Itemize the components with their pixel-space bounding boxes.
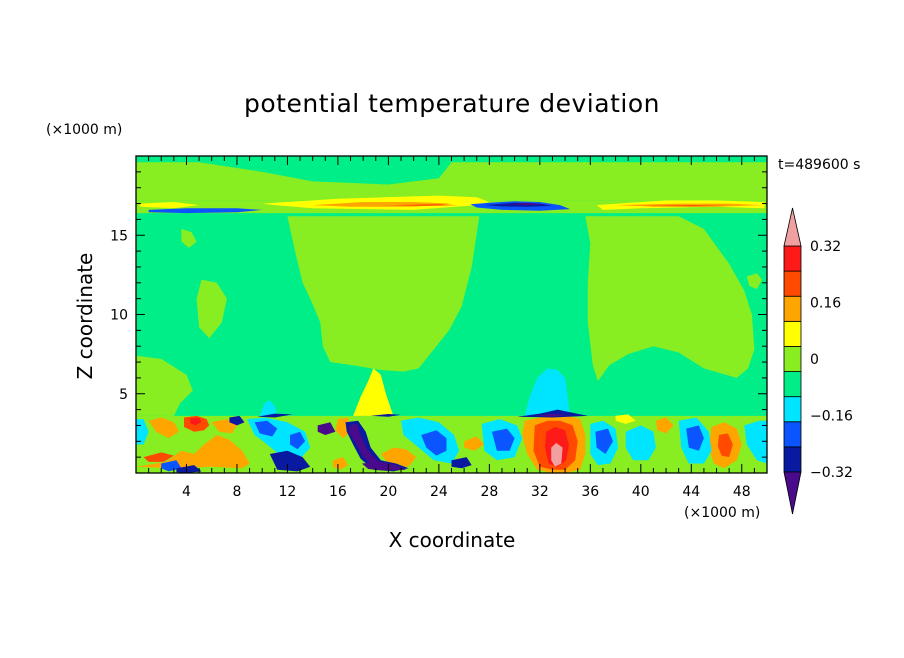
time-label: t=489600 s xyxy=(778,157,860,173)
colorbar-segment xyxy=(783,295,802,322)
contour-region-59 xyxy=(317,422,336,435)
contour-region-66 xyxy=(176,465,202,473)
colorbar-tick-label: 0 xyxy=(810,352,819,368)
x-tick-label: 36 xyxy=(581,484,599,500)
x-tick-label: 4 xyxy=(182,484,191,500)
x-tick-label: 8 xyxy=(232,484,241,500)
contour-region-56 xyxy=(345,420,409,472)
contour-region-23 xyxy=(136,435,250,469)
y-tick-label: 15 xyxy=(110,228,128,244)
colorbar-segment xyxy=(783,396,802,423)
contour-region-37 xyxy=(380,447,417,467)
contour-region-58 xyxy=(361,461,407,471)
contour-region-49 xyxy=(290,431,306,450)
y-unit-label: (×1000 m) xyxy=(46,122,122,138)
contour-region-48 xyxy=(254,420,278,437)
contour-region-22 xyxy=(507,202,545,206)
colorbar: 0.32 0.16 0 −0.16 −0.32 xyxy=(783,207,853,515)
contour-region-17 xyxy=(388,204,458,206)
contour-region-0 xyxy=(136,162,767,201)
contour-region-62 xyxy=(517,409,588,418)
contour-region-5 xyxy=(136,355,193,416)
contour-region-24 xyxy=(148,417,179,439)
contour-region-67 xyxy=(615,414,636,424)
contour-region-7 xyxy=(746,273,762,290)
contour-region-44 xyxy=(625,425,656,461)
contour-region-6 xyxy=(585,216,755,382)
contour-region-27 xyxy=(190,417,202,426)
contour-region-53 xyxy=(686,425,704,451)
x-tick-label: 20 xyxy=(379,484,397,500)
contour-region-54 xyxy=(161,460,182,472)
contour-region-52 xyxy=(595,428,613,454)
contour-region-2 xyxy=(268,216,480,372)
contour-region-10 xyxy=(524,368,571,416)
x-tick-label: 32 xyxy=(531,484,549,500)
x-tick-label: 12 xyxy=(279,484,297,500)
contour-region-38 xyxy=(655,417,674,434)
contour-region-4 xyxy=(181,228,197,248)
colorbar-segment xyxy=(783,245,802,272)
y-tick-label: 5 xyxy=(119,387,128,403)
contour-region-50 xyxy=(421,430,447,456)
contour-region-30 xyxy=(717,433,733,458)
x-tick-label: 44 xyxy=(682,484,700,500)
contour-region-60 xyxy=(229,415,245,426)
x-unit-label: (×1000 m) xyxy=(684,505,760,521)
colorbar-segment xyxy=(783,371,802,398)
x-tick-label: 24 xyxy=(430,484,448,500)
contour-region-19 xyxy=(148,208,263,214)
contour-field xyxy=(136,156,767,473)
contour-region-28 xyxy=(143,452,174,462)
contour-region-36 xyxy=(332,457,348,470)
y-tick-label: 10 xyxy=(110,308,128,324)
chart-title: potential temperature deviation xyxy=(244,89,660,118)
colorbar-tick-label: −0.16 xyxy=(810,409,853,425)
contour-region-34 xyxy=(551,442,563,467)
colorbar-segment xyxy=(783,320,802,347)
contour-region-65 xyxy=(257,413,293,418)
contour-region-63 xyxy=(534,413,568,417)
x-axis-ticks: 4 8 12 16 20 24 28 32 36 40 44 48 xyxy=(148,156,755,500)
colorbar-segment xyxy=(783,346,802,372)
x-tick-label: 16 xyxy=(329,484,347,500)
x-tick-label: 48 xyxy=(733,484,751,500)
colorbar-extend-min xyxy=(783,471,802,515)
x-tick-label: 40 xyxy=(632,484,650,500)
contour-region-14 xyxy=(139,202,200,209)
contour-region-39 xyxy=(464,436,485,451)
contour-region-61 xyxy=(451,457,472,469)
colorbar-segment xyxy=(783,446,802,473)
colorbar-tick-label: 0.32 xyxy=(810,239,841,255)
colorbar-segment xyxy=(783,270,802,297)
contour-region-51 xyxy=(491,428,515,451)
contour-region-11 xyxy=(259,400,278,416)
colorbar-extend-max xyxy=(783,207,802,247)
contour-region-57 xyxy=(349,423,386,467)
colorbar-segment xyxy=(783,421,802,448)
colorbar-tick-label: 0.16 xyxy=(810,296,841,312)
y-axis-ticks: 5 10 15 xyxy=(110,171,767,458)
contour-region-18 xyxy=(640,205,730,207)
y-axis-label: Z coordinate xyxy=(73,253,97,380)
contour-region-46 xyxy=(744,420,767,464)
contour-region-64 xyxy=(370,414,401,417)
x-tick-label: 28 xyxy=(480,484,498,500)
contour-region-9 xyxy=(353,368,394,416)
colorbar-tick-label: −0.32 xyxy=(810,465,853,481)
contour-region-3 xyxy=(196,279,227,339)
contour-region-55 xyxy=(269,450,311,472)
x-axis-label: X coordinate xyxy=(389,528,516,552)
